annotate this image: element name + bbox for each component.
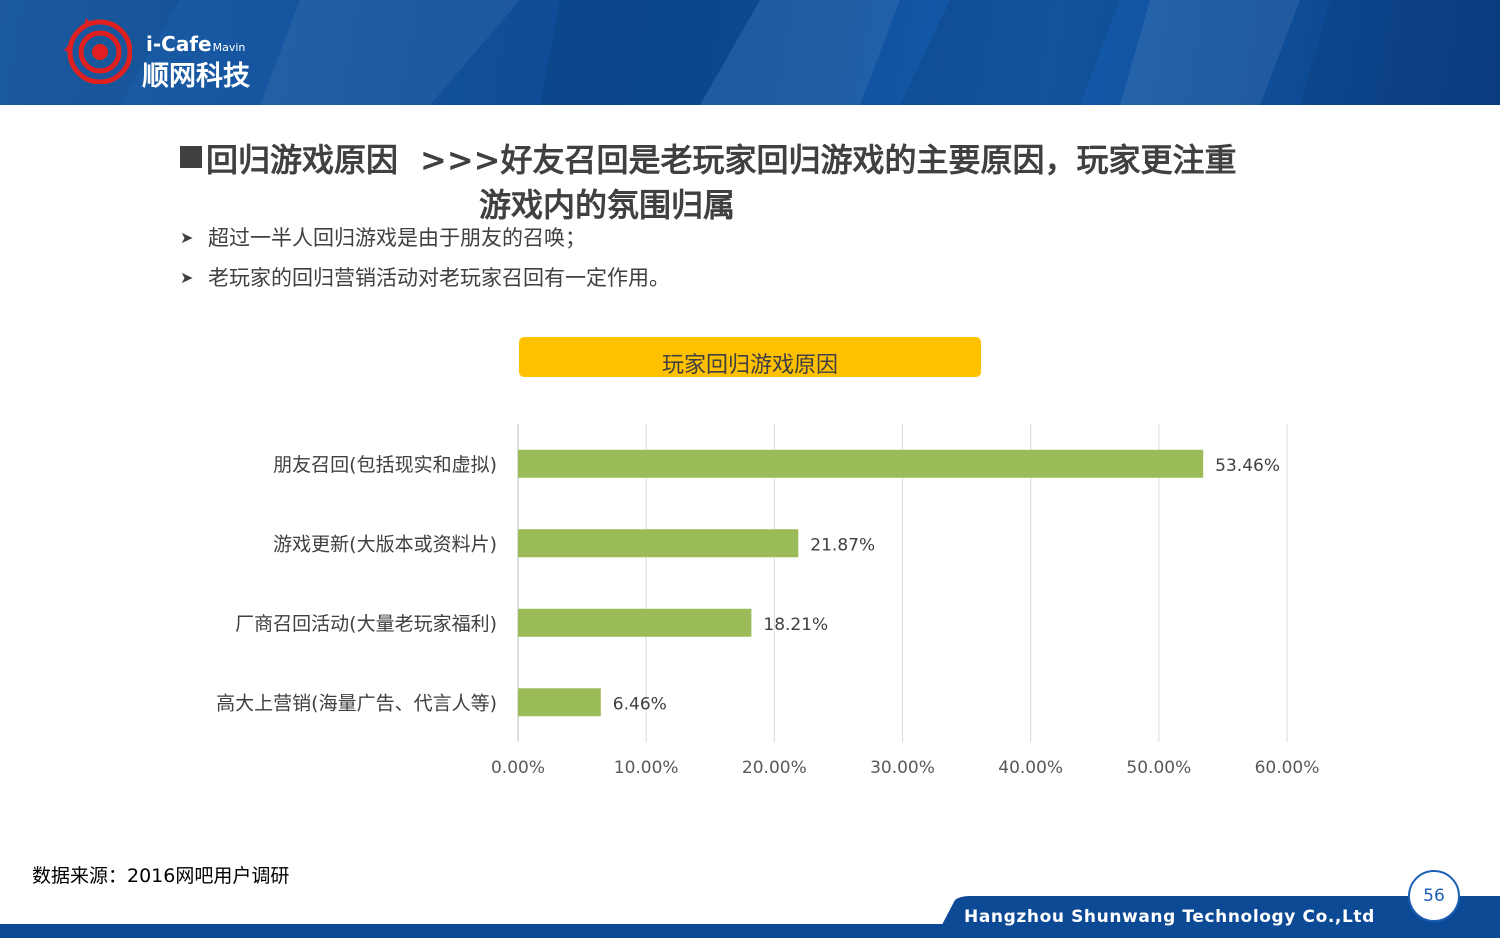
logo-brand-chinese: 顺网科技 [142,61,250,92]
logo-brand-name: i-Cafe [146,32,212,56]
slide-title: 回归游戏原因 >>>好友召回是老玩家回归游戏的主要原因，玩家更注重 游戏内的氛围归… [180,138,1270,228]
chart-title-banner: 玩家回归游戏原因 [519,337,981,378]
title-square-icon [180,146,202,168]
x-tick-label: 10.00% [614,758,679,778]
header-banner: i-CafeMavin 顺网科技 [0,0,1500,105]
page-number: 56 [1423,886,1445,906]
title-line-1: 回归游戏原因 >>>好友召回是老玩家回归游戏的主要原因，玩家更注重 [180,138,1270,183]
title-headline-2: 游戏内的氛围归属 [479,186,736,224]
arrow-bullet-icon: ➤ [180,268,194,287]
bar [518,608,752,637]
bar [518,449,1204,478]
chart-title: 玩家回归游戏原因 [661,353,838,378]
x-tick-label: 50.00% [1126,758,1191,778]
logo-brand-sub: Mavin [212,41,246,54]
bullet-text: 超过一半人回归游戏是由于朋友的召唤； [208,226,586,250]
footer-bar [0,896,1500,938]
logo-brand-latin: i-CafeMavin [146,32,245,56]
x-tick-label: 0.00% [491,758,545,778]
category-label: 朋友召回(包括现实和虚拟) [273,454,497,476]
title-topic: 回归游戏原因 [206,141,399,179]
category-label: 高大上营销(海量广告、代言人等) [216,692,497,714]
header-polygon-pattern [0,0,1500,105]
data-label: 53.46% [1215,456,1280,476]
category-label: 游戏更新(大版本或资料片) [273,533,497,555]
bar [518,688,601,717]
company-logo: i-CafeMavin 顺网科技 [62,14,292,94]
arrow-bullet-icon: ➤ [180,228,194,247]
bullet-item: ➤ 超过一半人回归游戏是由于朋友的召唤； [180,222,670,262]
bar [518,529,799,558]
x-tick-label: 30.00% [870,758,935,778]
x-tick-label: 20.00% [742,758,807,778]
bullet-list: ➤ 超过一半人回归游戏是由于朋友的召唤； ➤ 老玩家的回归营销活动对老玩家召回有一定… [180,222,670,302]
data-label: 21.87% [810,535,875,555]
logo-target-icon [64,18,132,84]
title-headline-1: >>>好友召回是老玩家回归游戏的主要原因，玩家更注重 [420,141,1237,179]
data-label: 6.46% [613,694,667,714]
category-label: 厂商召回活动(大量老玩家福利) [235,613,497,635]
bullet-item: ➤ 老玩家的回归营销活动对老玩家召回有一定作用。 [180,262,670,302]
x-tick-label: 40.00% [998,758,1063,778]
x-tick-label: 60.00% [1255,758,1320,778]
company-name: Hangzhou Shunwang Technology Co.,Ltd [964,907,1375,927]
bullet-text: 老玩家的回归营销活动对老玩家召回有一定作用。 [208,266,670,290]
data-label: 18.21% [763,615,828,635]
page-number-badge: 56 [1408,870,1460,922]
data-source-note: 数据来源：2016网吧用户调研 [32,865,290,887]
